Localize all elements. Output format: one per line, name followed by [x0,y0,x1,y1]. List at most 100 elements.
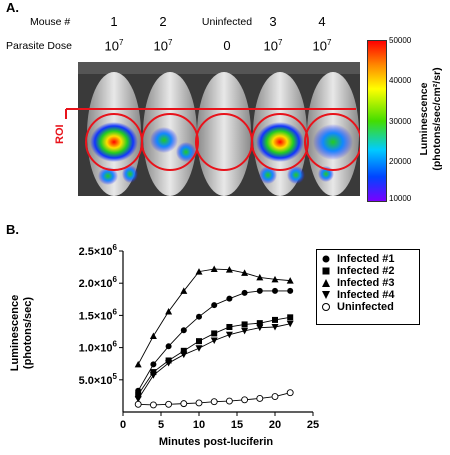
data-point-series-3 [286,277,294,284]
data-point-series-1 [256,287,263,294]
legend-item-infected-4: Infected #4 [321,289,419,301]
data-point-series-1 [272,287,278,294]
colorbar-tick-50000: 50000 [389,36,412,45]
data-point-series-5 [271,393,279,400]
data-point-series-2 [287,314,294,321]
data-point-series-3 [165,308,173,315]
data-point-series-2 [135,391,142,398]
mouse-id-4: 4 [318,14,326,29]
dose-uninfected: 0 [223,38,231,53]
series-line-3 [137,268,291,365]
data-point-series-2 [196,338,202,345]
legend-item-infected-1: Infected #1 [321,253,419,265]
y-tick-label: 1.0×106 [79,340,118,355]
data-point-series-5 [225,397,233,405]
mouse-id-uninfected: Uninfected [201,16,253,28]
data-point-series-2 [226,323,233,330]
data-point-series-4 [225,331,233,339]
colorbar-tick-10000: 10000 [389,194,412,203]
data-point-series-4 [165,360,173,367]
dose-4: 107 [312,38,332,54]
legend-item-uninfected: Uninfected [321,301,419,313]
data-point-series-4 [195,345,203,352]
x-tick-label: 5 [158,419,164,431]
colorbar-tick-40000: 40000 [389,76,412,85]
data-point-series-2 [256,320,263,327]
data-point-series-3 [225,266,233,273]
data-point-series-1 [165,343,172,350]
data-point-series-2 [180,347,187,354]
data-point-series-2 [272,316,278,323]
data-point-series-3 [195,268,203,275]
data-point-series-4 [286,320,294,328]
panel-a-label: A. [6,0,19,15]
x-tick-label: 20 [269,419,281,431]
data-point-series-5 [286,389,294,397]
data-point-series-4 [149,372,157,379]
circle-open-marker-icon [322,303,330,311]
data-point-series-2 [150,369,157,376]
data-point-series-5 [195,399,203,407]
data-point-series-2 [241,321,248,328]
data-point-series-5 [134,400,142,408]
luminescence-signal [90,122,353,185]
y-tick-label: 1.5×106 [79,307,118,322]
colorbar-tick-30000: 30000 [389,117,412,126]
data-point-series-3 [241,269,249,276]
square-marker-icon [322,267,330,275]
data-point-series-1 [287,287,294,294]
data-point-series-4 [241,327,249,335]
data-point-series-3 [271,275,279,283]
data-point-series-1 [211,302,218,309]
triangle-up-marker-icon [322,279,330,287]
roi-circles [85,113,360,171]
dose-2: 107 [153,38,173,54]
data-point-series-2 [211,330,218,337]
data-point-series-5 [256,395,264,402]
x-tick-label: 15 [231,419,243,431]
data-point-series-1 [180,327,187,334]
data-point-series-4 [256,324,264,332]
dose-header: Parasite Dose [6,40,72,52]
legend-item-infected-2: Infected #2 [321,265,419,277]
data-point-series-1 [241,289,248,296]
data-point-series-3 [149,332,157,340]
x-tick-label: 10 [193,419,205,431]
data-point-series-1 [226,295,233,302]
dose-3: 107 [263,38,283,54]
y-tick-label: 2.5×106 [79,243,118,258]
data-point-series-4 [271,323,279,331]
circle-filled-marker-icon [322,255,330,263]
y-tick-label: 5.0×105 [79,372,118,387]
data-point-series-3 [256,273,264,281]
chart-legend: Infected #1 Infected #2 Infected #3 Infe… [316,249,420,325]
mouse-id-3: 3 [269,14,277,29]
luminescence-colorbar [367,40,387,202]
data-point-series-5 [149,401,157,409]
dose-1: 107 [104,38,124,54]
data-point-series-4 [180,351,188,359]
legend-item-infected-3: Infected #3 [321,277,419,289]
x-tick-label: 0 [120,419,126,431]
data-point-series-4 [134,396,142,403]
mouse-id-1: 1 [110,14,118,29]
data-point-series-3 [180,287,188,294]
mouse-luminescence-image [78,62,360,196]
panel-b-label: B. [6,222,19,237]
data-point-series-4 [210,337,218,345]
data-point-series-5 [210,398,218,406]
mouse-id-2: 2 [159,14,167,29]
data-point-series-3 [210,265,218,273]
data-point-series-1 [196,313,202,320]
colorbar-tick-20000: 20000 [389,157,412,166]
data-point-series-5 [165,400,173,408]
triangle-down-marker-icon [322,291,330,299]
x-axis-label: Minutes post-luciferin [158,436,274,448]
data-point-series-1 [150,361,157,368]
roi-pointer-line [65,108,356,119]
x-tick-label: 25 [307,419,319,431]
data-point-series-3 [134,360,142,368]
y-tick-label: 2.0×106 [79,275,118,290]
mouse-header: Mouse # [30,16,71,28]
